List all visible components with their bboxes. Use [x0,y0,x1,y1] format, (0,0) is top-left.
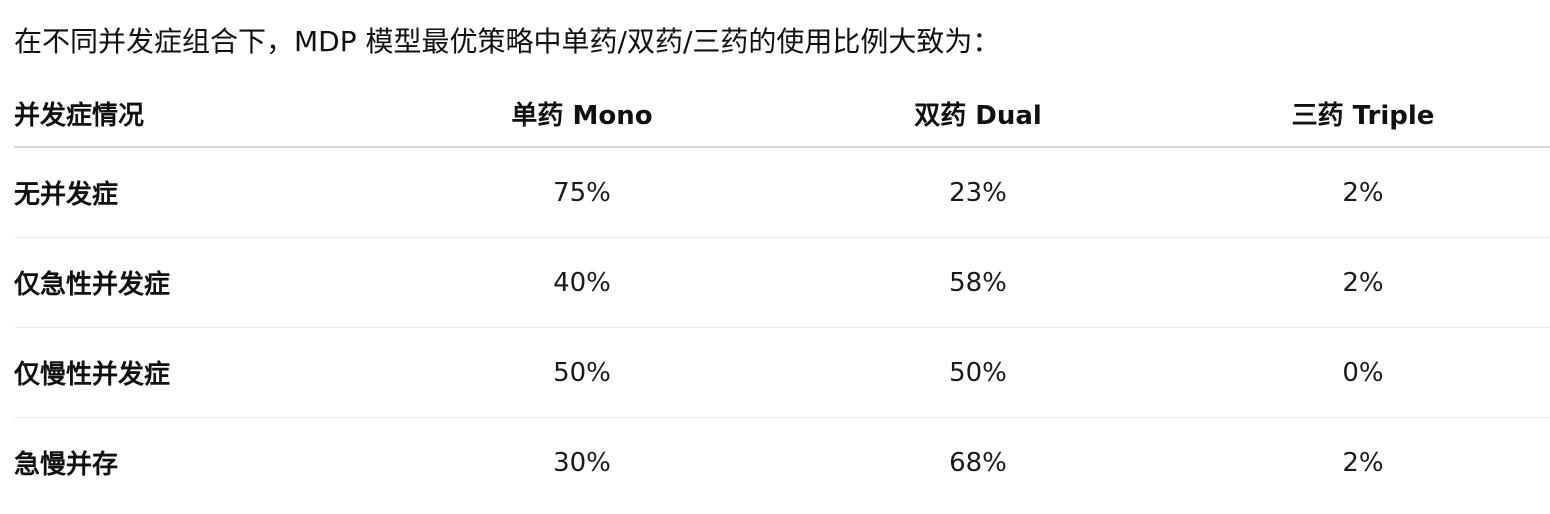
cell-dual: 68% [949,447,1007,478]
row-label: 无并发症 [14,147,384,238]
cell-triple: 2% [1342,447,1384,478]
table-row: 急慢并存 30% 68% 2% [14,418,1550,508]
cell-triple: 2% [1176,237,1550,328]
intro-paragraph: 在不同并发症组合下，MDP 模型最优策略中单药/双药/三药的使用比例大致为： [14,25,1001,58]
row-label: 急慢并存 [14,450,119,480]
table-row: 仅急性并发症 40% 58% 2% [14,237,1550,328]
medication-ratio-table: 并发症情况 单药 Mono 双药 Dual 三药 Triple 无并发症 75%… [14,80,1550,507]
table-header-row: 并发症情况 单药 Mono 双药 Dual 三药 Triple [14,80,1550,148]
cell-mono: 50% [384,327,780,418]
cell-mono: 30% [553,447,611,478]
cell-mono: 40% [384,237,780,328]
header-triple: 三药 Triple [1176,80,1550,148]
row-label: 仅慢性并发症 [14,327,384,418]
cell-triple: 0% [1176,327,1550,418]
cell-mono: 75% [384,147,780,238]
cell-dual: 58% [780,237,1176,328]
row-label: 仅急性并发症 [14,237,384,328]
header-mono: 单药 Mono [384,80,780,148]
table-row: 仅慢性并发症 50% 50% 0% [14,327,1550,418]
cell-triple: 2% [1176,147,1550,238]
cell-dual: 23% [780,147,1176,238]
header-complication: 并发症情况 [14,80,384,148]
table-row: 无并发症 75% 23% 2% [14,147,1550,238]
cell-dual: 50% [780,327,1176,418]
header-dual: 双药 Dual [780,80,1176,148]
